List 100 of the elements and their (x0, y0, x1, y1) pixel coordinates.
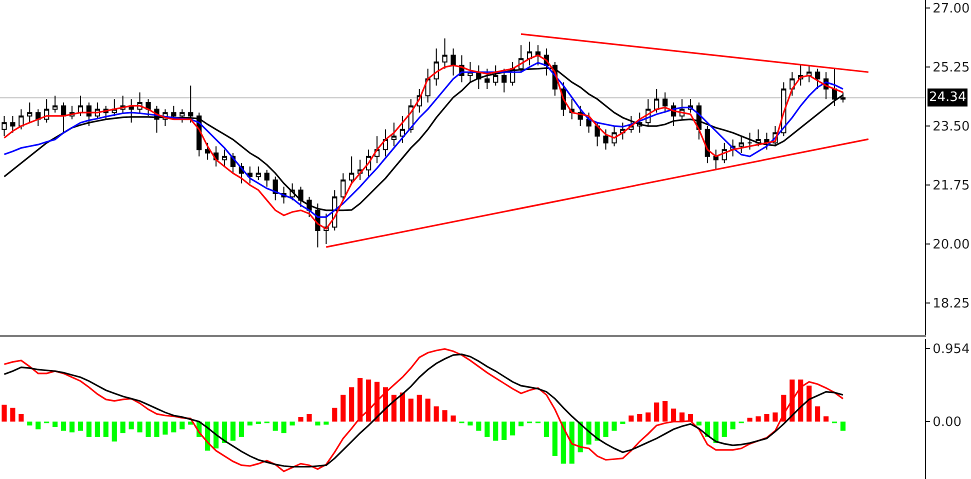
candlestick (535, 44, 541, 66)
bar (61, 422, 66, 431)
bar (484, 422, 490, 437)
candlestick (349, 156, 354, 184)
y-tick-label: 0.00 (932, 415, 962, 430)
candlestick (171, 105, 176, 120)
bar (146, 422, 151, 437)
bar (154, 422, 160, 437)
y-tick-label: 18.25 (932, 296, 970, 312)
candlestick (594, 122, 600, 147)
bar (493, 422, 498, 441)
bar (171, 422, 176, 432)
candlestick (222, 149, 228, 167)
candlestick (713, 149, 718, 170)
y-tick-label: 21.75 (932, 178, 970, 194)
bar (298, 417, 304, 422)
candlestick (603, 128, 608, 150)
candlestick (188, 85, 194, 124)
bar (416, 394, 422, 422)
bar (544, 422, 549, 437)
bar (120, 422, 126, 434)
bar (27, 422, 32, 426)
bar (671, 408, 676, 422)
candlestick (78, 95, 84, 116)
y-tick-label: 20.00 (932, 238, 970, 253)
bar (315, 422, 320, 426)
bar (696, 422, 702, 426)
bar (366, 380, 372, 422)
candlestick (256, 166, 261, 180)
bar (612, 422, 617, 431)
candlestick (298, 186, 304, 208)
candlestick (204, 142, 210, 160)
candlestick (60, 102, 66, 134)
candlestick (526, 41, 532, 66)
bar (476, 422, 482, 431)
candlestick (806, 64, 812, 83)
candlestick (391, 122, 397, 147)
bar (94, 422, 100, 437)
bar (52, 422, 58, 427)
bar (36, 422, 41, 430)
bar (112, 422, 117, 442)
bar (324, 422, 329, 425)
bar (2, 404, 7, 422)
y-tick-label: 0.954 (932, 342, 970, 358)
bar (128, 422, 134, 430)
bar (806, 386, 812, 422)
bar (69, 422, 75, 432)
bar (824, 416, 829, 422)
candlestick (450, 48, 456, 76)
candlestick (18, 108, 24, 130)
bar (450, 416, 456, 422)
bar (646, 412, 651, 422)
candlestick (425, 68, 430, 103)
bar (772, 412, 778, 422)
bar (10, 408, 16, 422)
bar (400, 392, 405, 422)
bar (247, 422, 252, 426)
bar (730, 422, 736, 430)
bar (272, 422, 278, 431)
bar (747, 418, 752, 422)
bar (560, 422, 566, 464)
bar (18, 414, 24, 422)
bar (840, 422, 846, 431)
bar (518, 422, 524, 426)
bar (764, 414, 770, 422)
bar (552, 422, 558, 456)
candlestick (52, 95, 58, 114)
bar (180, 422, 185, 430)
bar (78, 422, 84, 431)
candlestick (128, 98, 134, 124)
candlestick (264, 169, 270, 188)
candlestick (747, 132, 752, 150)
bar (510, 422, 516, 436)
bar (230, 422, 236, 441)
bar (603, 422, 608, 437)
candlestick (662, 92, 668, 114)
candlestick (340, 172, 346, 201)
bar (756, 416, 761, 422)
y-tick-label: 25.25 (932, 60, 970, 76)
bar (306, 414, 312, 422)
candlestick (27, 102, 32, 124)
bar (637, 414, 642, 422)
bar (713, 422, 718, 444)
bar (86, 422, 92, 437)
candlestick (654, 88, 660, 114)
y-tick-label: 23.50 (932, 120, 970, 135)
bar (238, 422, 244, 437)
bar (662, 400, 668, 422)
candlestick (180, 108, 185, 124)
candlestick (146, 98, 151, 116)
bar (586, 422, 592, 445)
bar (434, 406, 439, 422)
bar (654, 402, 660, 422)
y-tick-label: 27.00 (932, 2, 970, 17)
bar (569, 422, 574, 464)
bar (468, 422, 473, 426)
candlestick (738, 136, 744, 154)
bar (214, 422, 219, 448)
candlestick (815, 68, 820, 90)
bar (340, 394, 346, 422)
